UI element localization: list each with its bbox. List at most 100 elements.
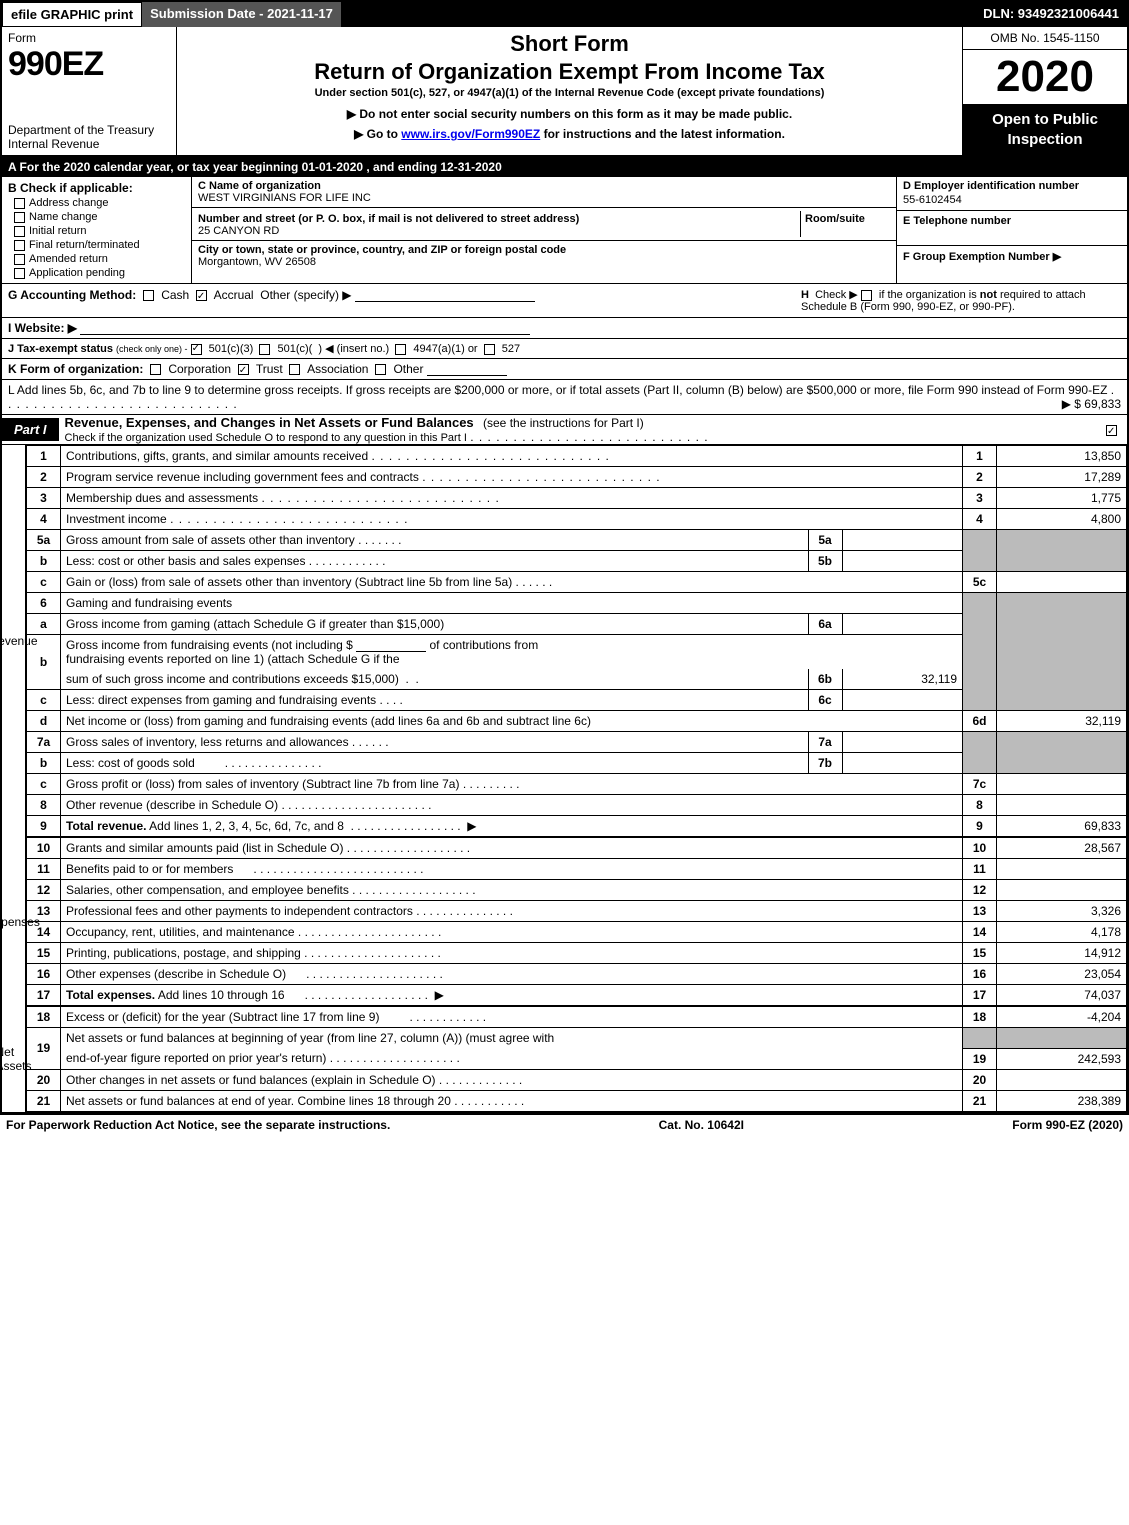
- c-city-value: Morgantown, WV 26508: [198, 256, 890, 268]
- checkbox-501c[interactable]: [259, 344, 270, 355]
- line-7b: bLess: cost of goods sold . . . . . . . …: [27, 753, 1127, 774]
- box-b-check: B Check if applicable: Address change Na…: [2, 177, 192, 283]
- line-17: 17Total expenses. Add lines 10 through 1…: [27, 985, 1127, 1006]
- line-9: 9Total revenue. Add lines 1, 2, 3, 4, 5c…: [27, 816, 1127, 837]
- line-6b-cont: sum of such gross income and contributio…: [27, 669, 1127, 690]
- l-amount: ▶ $ 69,833: [1062, 397, 1121, 411]
- part-1-header: Part I Revenue, Expenses, and Changes in…: [2, 415, 1127, 445]
- ssn-warning: ▶ Do not enter social security numbers o…: [181, 107, 958, 121]
- b-header: B Check if applicable:: [8, 181, 185, 195]
- net-assets-table: 18Excess or (deficit) for the year (Subt…: [26, 1006, 1127, 1112]
- row-a-period: A For the 2020 calendar year, or tax yea…: [2, 157, 1127, 177]
- line-5a: 5aGross amount from sale of assets other…: [27, 530, 1127, 551]
- under-section: Under section 501(c), 527, or 4947(a)(1)…: [181, 87, 958, 99]
- checkbox-association[interactable]: [289, 364, 300, 375]
- tax-year: 2020: [963, 50, 1127, 104]
- row-g-accounting: G Accounting Method: Cash Accrual Other …: [2, 284, 1127, 318]
- expenses-side-label: Expenses: [2, 837, 26, 1006]
- row-k-form-org: K Form of organization: Corporation Trus…: [2, 359, 1127, 380]
- omb-number: OMB No. 1545-1150: [963, 27, 1127, 50]
- checkbox-amended-return[interactable]: [14, 254, 25, 265]
- box-c-org-info: C Name of organization WEST VIRGINIANS F…: [192, 177, 897, 283]
- line-4: 4Investment income 44,800: [27, 509, 1127, 530]
- irs-link[interactable]: www.irs.gov/Form990EZ: [401, 127, 540, 141]
- revenue-side-label: Revenue: [2, 445, 26, 837]
- checkbox-final-return[interactable]: [14, 240, 25, 251]
- c-street-label: Number and street (or P. O. box, if mail…: [198, 213, 579, 225]
- checkbox-initial-return[interactable]: [14, 226, 25, 237]
- row-h-schedule-b: H Check ▶ if the organization is not req…: [801, 288, 1121, 313]
- goto-post: for instructions and the latest informat…: [540, 127, 785, 141]
- line-8: 8Other revenue (describe in Schedule O) …: [27, 795, 1127, 816]
- c-name-label: C Name of organization: [198, 180, 890, 192]
- goto-pre: ▶ Go to: [354, 127, 401, 141]
- f-header: F Group Exemption Number ▶: [903, 250, 1121, 263]
- dept-label: Department of the Treasury: [8, 123, 170, 137]
- checkbox-accrual[interactable]: [196, 290, 207, 301]
- revenue-table: 1Contributions, gifts, grants, and simil…: [26, 445, 1127, 837]
- line-14: 14Occupancy, rent, utilities, and mainte…: [27, 922, 1127, 943]
- line-5c: cGain or (loss) from sale of assets othe…: [27, 572, 1127, 593]
- line-6b: bGross income from fundraising events (n…: [27, 635, 1127, 670]
- checkbox-501c3[interactable]: [191, 344, 202, 355]
- part-1-title: Revenue, Expenses, and Changes in Net As…: [59, 413, 480, 432]
- form-990ez-page: efile GRAPHIC print Submission Date - 20…: [0, 0, 1129, 1114]
- line-19-cont: end-of-year figure reported on prior yea…: [27, 1048, 1127, 1069]
- irs-label: Internal Revenue: [8, 137, 170, 151]
- checkbox-trust[interactable]: [238, 364, 249, 375]
- d-ein: 55-6102454: [903, 194, 1121, 206]
- line-6c: cLess: direct expenses from gaming and f…: [27, 690, 1127, 711]
- line-20: 20Other changes in net assets or fund ba…: [27, 1069, 1127, 1090]
- return-title: Return of Organization Exempt From Incom…: [181, 59, 958, 85]
- open-inspection: Open to Public Inspection: [963, 104, 1127, 155]
- row-l-gross-receipts: L Add lines 5b, 6c, and 7b to line 9 to …: [2, 380, 1127, 415]
- line-3: 3Membership dues and assessments 31,775: [27, 488, 1127, 509]
- c-name-value: WEST VIRGINIANS FOR LIFE INC: [198, 192, 890, 204]
- short-form-title: Short Form: [181, 31, 958, 57]
- form-number: 990EZ: [8, 45, 170, 84]
- part-1-sub: Check if the organization used Schedule …: [59, 432, 467, 444]
- checkbox-other-org[interactable]: [375, 364, 386, 375]
- line-6d: dNet income or (loss) from gaming and fu…: [27, 711, 1127, 732]
- efile-print-button[interactable]: efile GRAPHIC print: [2, 2, 142, 27]
- expenses-section: Expenses 10Grants and similar amounts pa…: [2, 837, 1127, 1006]
- form-header: Form 990EZ Department of the Treasury In…: [2, 27, 1127, 157]
- form-label: Form: [8, 31, 170, 45]
- dln-label: DLN: 93492321006441: [975, 2, 1127, 27]
- line-12: 12Salaries, other compensation, and empl…: [27, 880, 1127, 901]
- checkbox-name-change[interactable]: [14, 212, 25, 223]
- checkbox-4947[interactable]: [395, 344, 406, 355]
- row-j-tax-exempt: J Tax-exempt status (check only one) - 5…: [2, 339, 1127, 359]
- c-room-label: Room/suite: [805, 213, 865, 225]
- line-7a: 7aGross sales of inventory, less returns…: [27, 732, 1127, 753]
- box-def: D Employer identification number 55-6102…: [897, 177, 1127, 283]
- checkbox-cash[interactable]: [143, 290, 154, 301]
- checkbox-address-change[interactable]: [14, 198, 25, 209]
- line-1: 1Contributions, gifts, grants, and simil…: [27, 446, 1127, 467]
- cat-no: Cat. No. 10642I: [659, 1118, 744, 1132]
- c-city-label: City or town, state or province, country…: [198, 244, 890, 256]
- line-16: 16Other expenses (describe in Schedule O…: [27, 964, 1127, 985]
- checkbox-application-pending[interactable]: [14, 268, 25, 279]
- checkbox-527[interactable]: [484, 344, 495, 355]
- line-5b: bLess: cost or other basis and sales exp…: [27, 551, 1127, 572]
- checkbox-corporation[interactable]: [150, 364, 161, 375]
- net-assets-side-label: Net Assets: [2, 1006, 26, 1112]
- line-11: 11Benefits paid to or for members . . . …: [27, 859, 1127, 880]
- checkbox-h[interactable]: [861, 290, 872, 301]
- bottom-bar: For Paperwork Reduction Act Notice, see …: [0, 1114, 1129, 1135]
- paperwork-notice: For Paperwork Reduction Act Notice, see …: [6, 1118, 390, 1132]
- line-10: 10Grants and similar amounts paid (list …: [27, 838, 1127, 859]
- top-bar: efile GRAPHIC print Submission Date - 20…: [2, 2, 1127, 27]
- part-1-tag: Part I: [2, 418, 59, 441]
- part-1-paren: (see the instructions for Part I): [483, 416, 644, 430]
- form-footer: Form 990-EZ (2020): [1012, 1118, 1123, 1132]
- line-15: 15Printing, publications, postage, and s…: [27, 943, 1127, 964]
- checkbox-part1-schedule-o[interactable]: [1106, 425, 1117, 436]
- line-7c: cGross profit or (loss) from sales of in…: [27, 774, 1127, 795]
- line-21: 21Net assets or fund balances at end of …: [27, 1090, 1127, 1111]
- line-18: 18Excess or (deficit) for the year (Subt…: [27, 1007, 1127, 1028]
- info-block: B Check if applicable: Address change Na…: [2, 177, 1127, 284]
- expenses-table: 10Grants and similar amounts paid (list …: [26, 837, 1127, 1006]
- line-13: 13Professional fees and other payments t…: [27, 901, 1127, 922]
